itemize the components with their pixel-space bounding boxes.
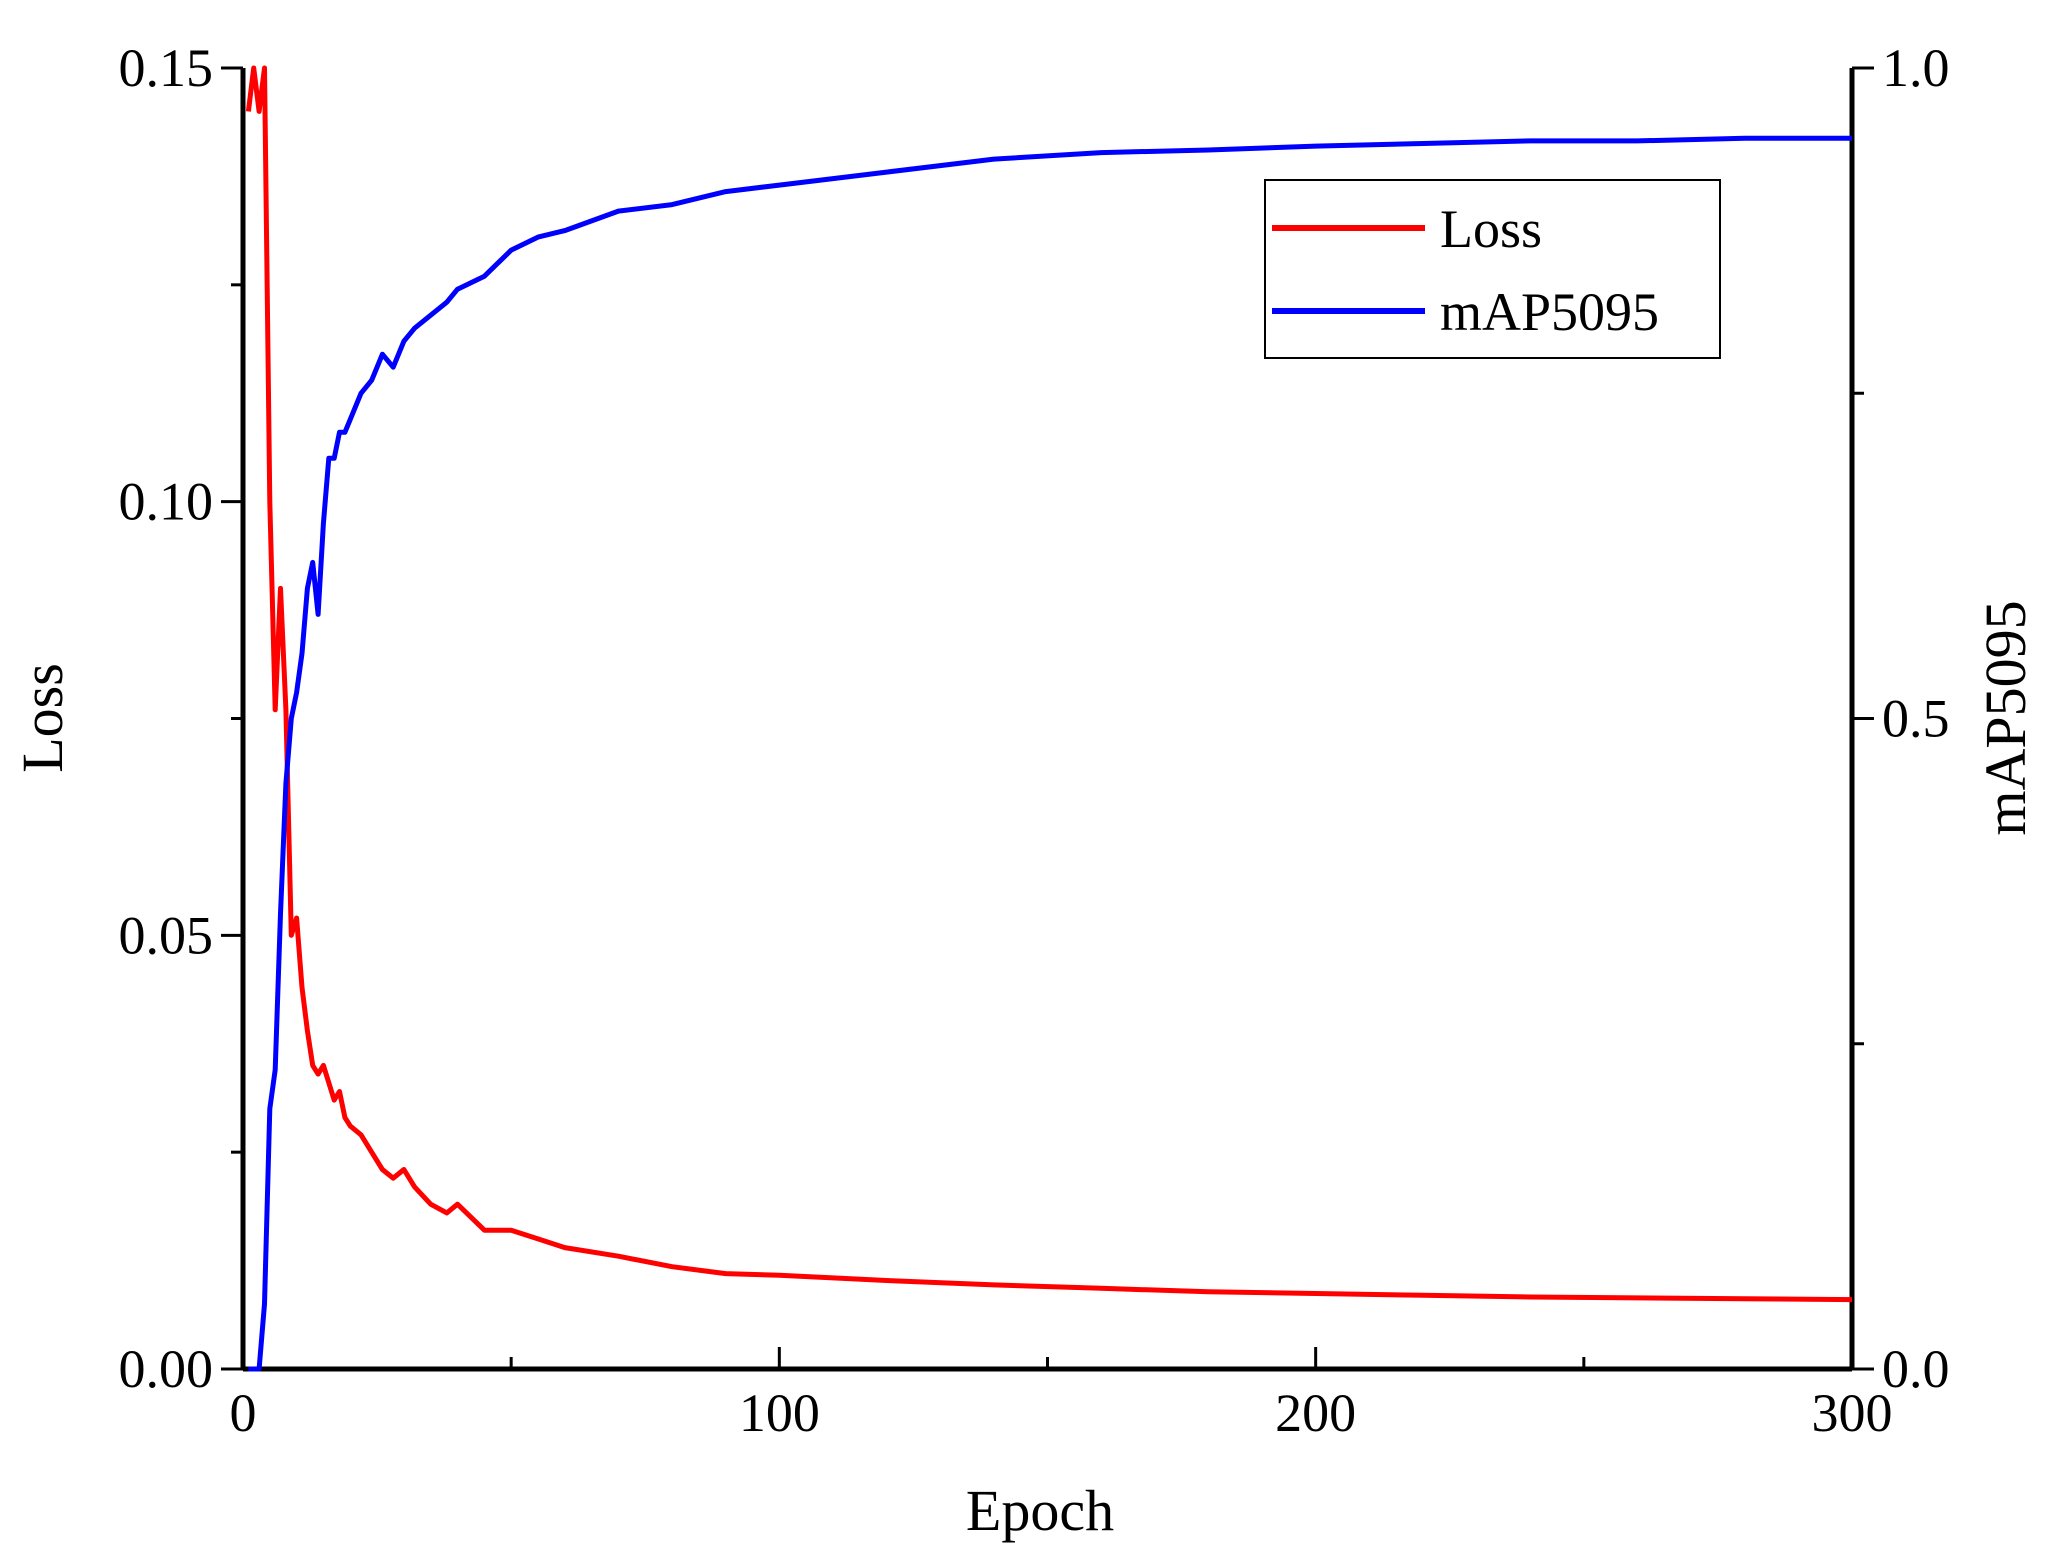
y-right-tick-label: 0.5 [1882, 689, 1950, 749]
x-tick-label: 100 [739, 1383, 820, 1443]
x-tick-label: 300 [1812, 1383, 1893, 1443]
series-line-loss [245, 65, 1853, 1303]
x-tick-label: 200 [1275, 1383, 1356, 1443]
legend-label-loss: Loss [1440, 199, 1542, 259]
legend-box [1264, 179, 1721, 359]
y-left-axis-title: Loss [10, 663, 75, 773]
y-right-axis-title: mAP5095 [1973, 600, 2038, 835]
legend-label-map5095: mAP5095 [1440, 282, 1659, 342]
y-left-tick-label: 0.05 [119, 905, 214, 965]
y-left-tick-label: 0.15 [119, 38, 214, 98]
y-right-tick-label: 1.0 [1882, 38, 1950, 98]
y-left-tick-label: 0.00 [119, 1339, 214, 1399]
y-left-tick-label: 0.10 [119, 472, 214, 532]
x-tick-label: 0 [230, 1383, 257, 1443]
series-line-map5095 [248, 135, 1852, 1372]
y-right-tick-label: 0.0 [1882, 1339, 1950, 1399]
legend: Loss mAP5095 [1264, 179, 1721, 359]
x-axis-title: Epoch [966, 1478, 1114, 1543]
